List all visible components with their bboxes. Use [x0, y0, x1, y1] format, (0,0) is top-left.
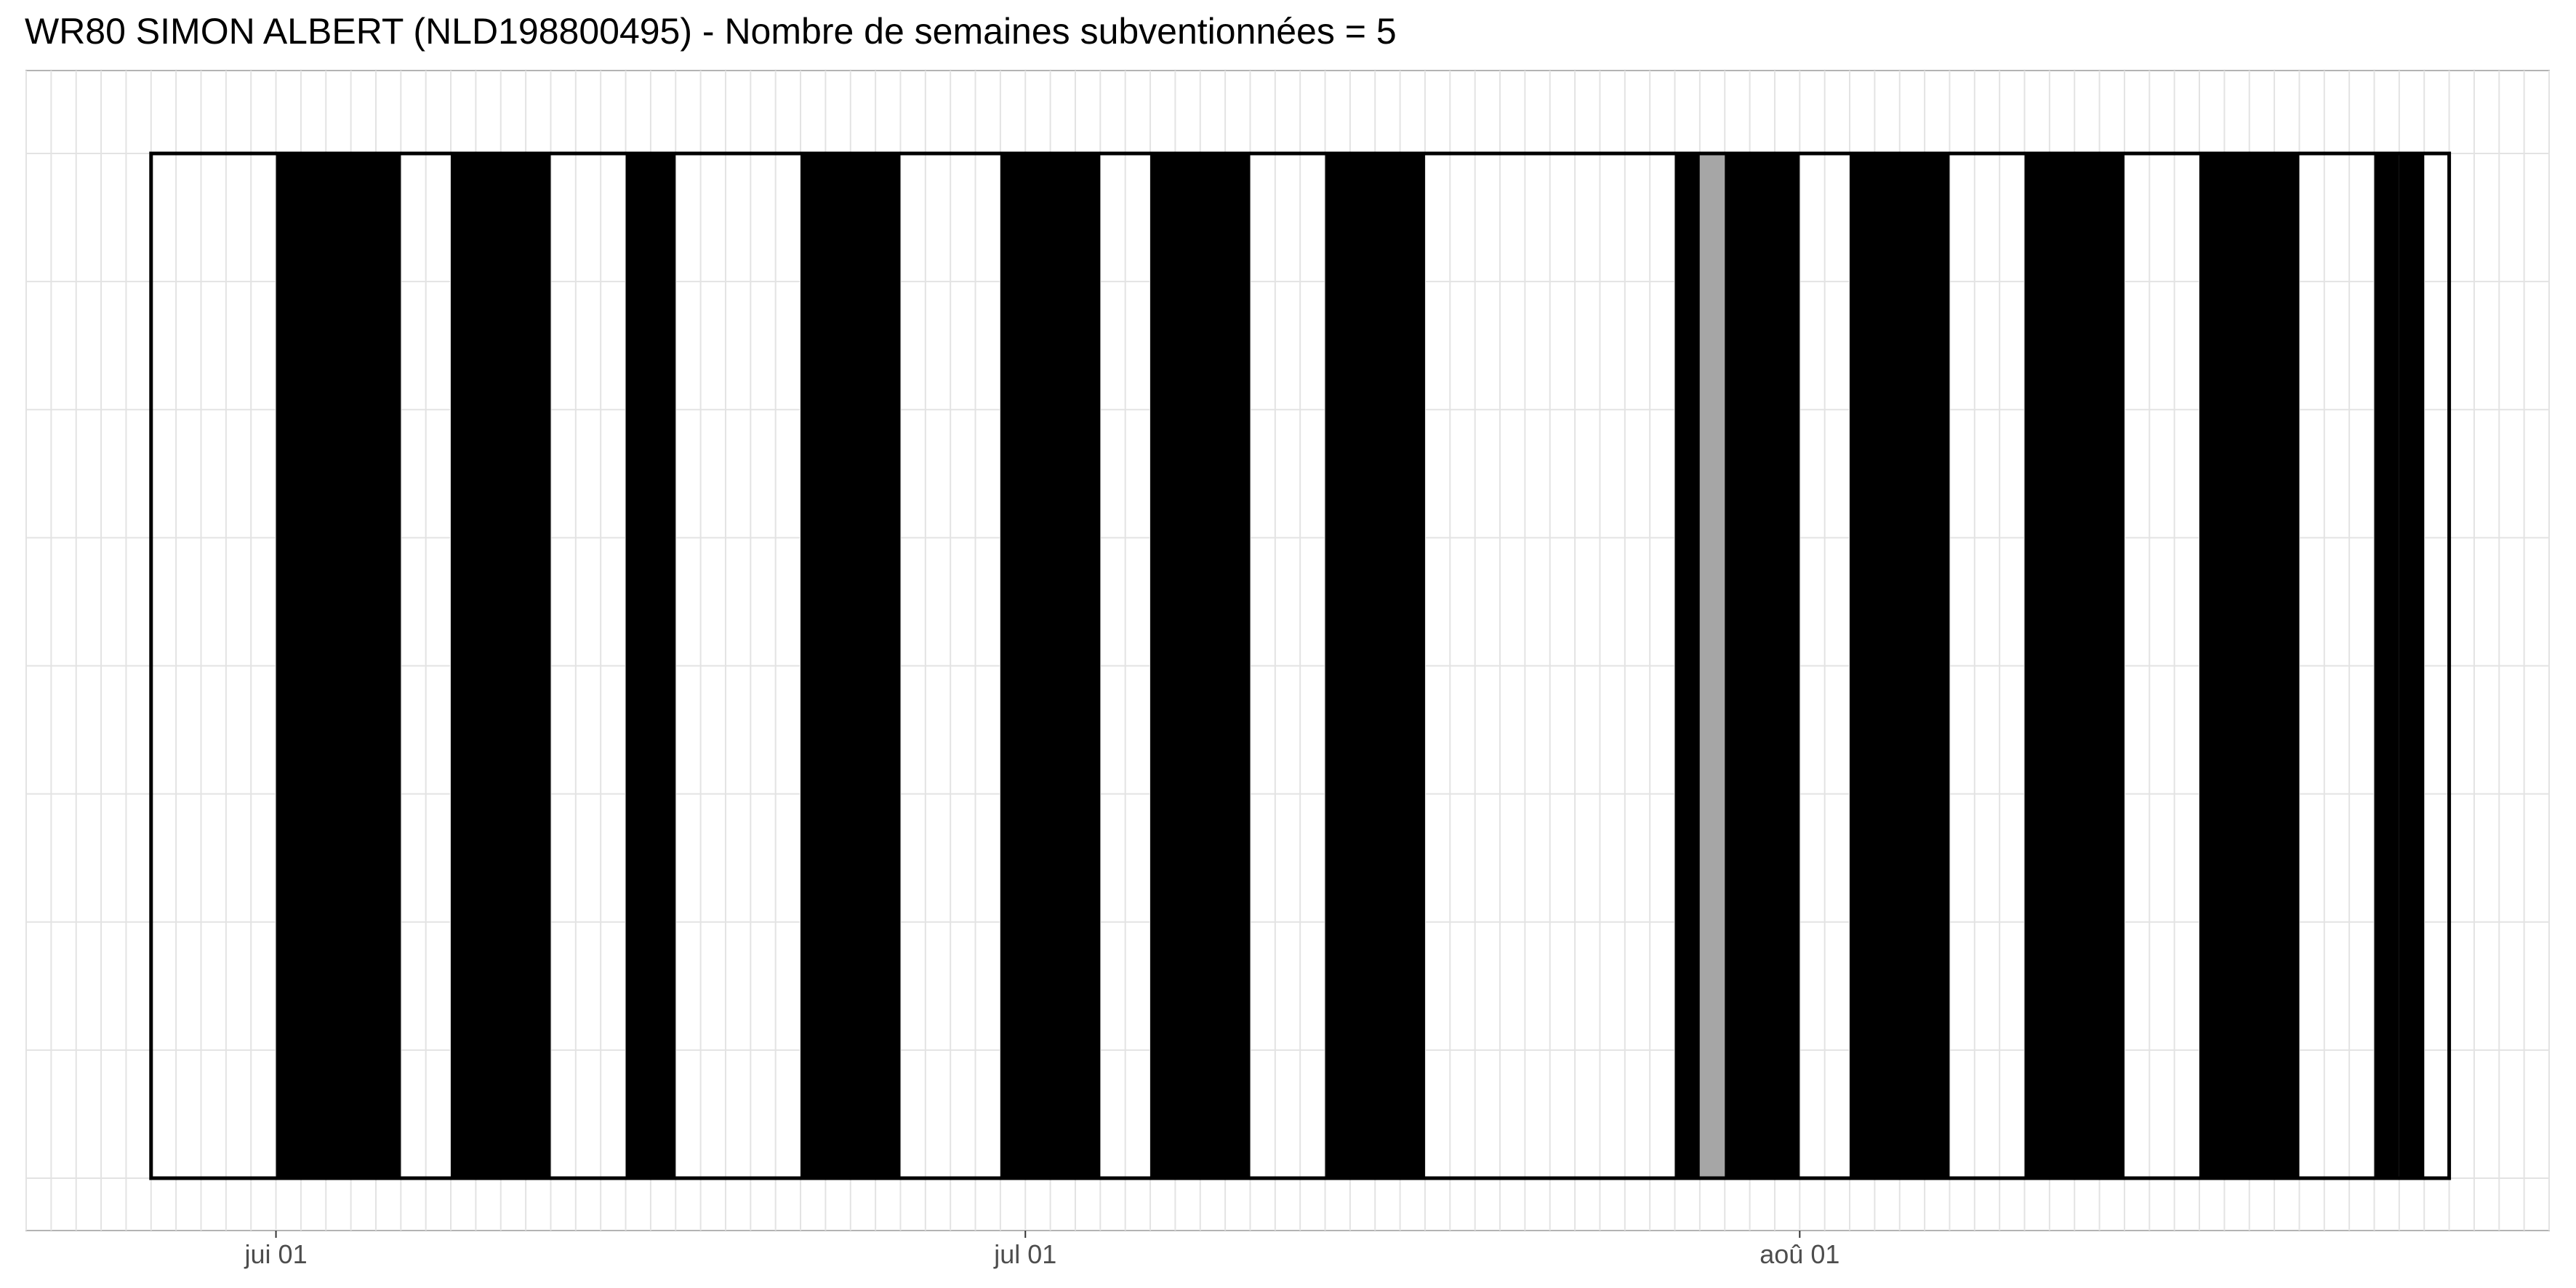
active-segment — [276, 153, 401, 1178]
active-segment — [2024, 153, 2124, 1178]
active-segment — [1850, 153, 1950, 1178]
chart-title: WR80 SIMON ALBERT (NLD198800495) - Nombr… — [25, 11, 1397, 52]
active-segment — [1674, 153, 1700, 1178]
active-segment — [1725, 153, 1800, 1178]
active-segment — [801, 153, 901, 1178]
x-tick-label: jui 01 — [244, 1239, 308, 1269]
period-frame — [149, 151, 2452, 1180]
subsidized-segment — [1699, 153, 1725, 1178]
active-segment — [625, 153, 676, 1178]
active-segment — [1000, 153, 1101, 1178]
active-segment — [2199, 153, 2300, 1178]
active-segment — [1150, 153, 1251, 1178]
active-segment — [2374, 153, 2399, 1178]
active-segment — [2399, 153, 2425, 1178]
x-tick-label: aoû 01 — [1760, 1239, 1839, 1269]
x-tick-label: jul 01 — [993, 1239, 1056, 1269]
x-axis: jui 01 jul 01 aoû 01 — [244, 1231, 1839, 1269]
active-segment — [1325, 153, 1425, 1178]
active-segment — [451, 153, 551, 1178]
plot-panel-border — [25, 70, 2550, 1231]
segments — [276, 153, 2425, 1178]
